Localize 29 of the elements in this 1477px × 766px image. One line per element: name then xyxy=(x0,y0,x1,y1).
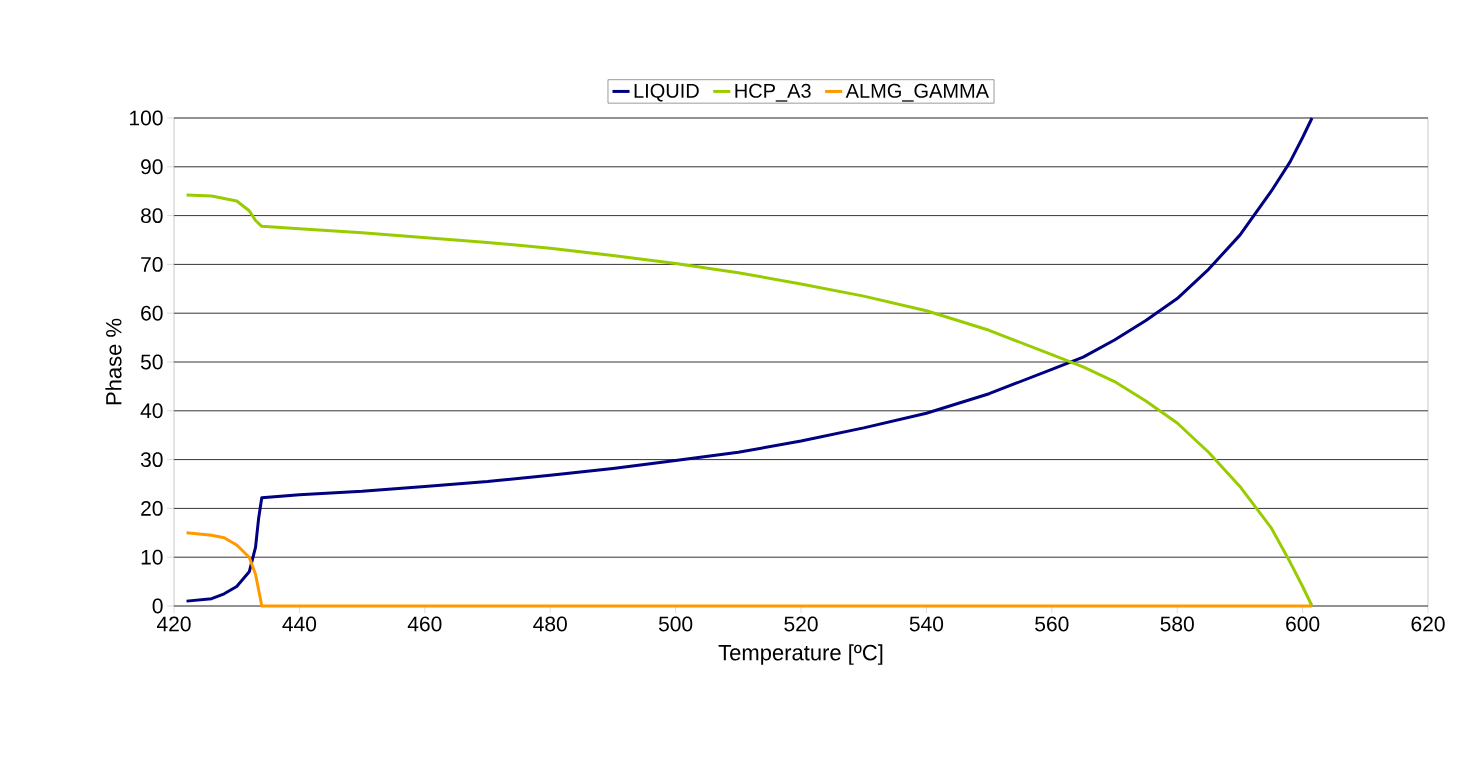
y-tick-label: 40 xyxy=(140,403,163,419)
y-tick-label: 80 xyxy=(141,208,163,224)
x-tick-label: 460 xyxy=(407,616,442,632)
y-tick-label: 10 xyxy=(141,549,163,565)
x-tick-label: 580 xyxy=(1160,616,1194,632)
y-tick-label: 90 xyxy=(141,159,163,175)
x-tick-label: 480 xyxy=(533,616,567,632)
x-tick-label: 440 xyxy=(282,616,317,632)
legend-label: HCP_A3 xyxy=(735,83,811,102)
line-series xyxy=(185,531,1314,608)
y-tick-label: 30 xyxy=(140,452,163,468)
y-tick-label: 20 xyxy=(141,500,163,516)
y-tick-label: 50 xyxy=(140,354,163,370)
x-tick-label: 420 xyxy=(156,616,191,632)
x-tick-label: 520 xyxy=(784,616,818,632)
x-tick-label: 500 xyxy=(658,616,693,632)
x-axis-title: Temperature [ºC] xyxy=(718,644,883,665)
y-tick-label: 100 xyxy=(130,110,163,126)
x-tick-label: 620 xyxy=(1411,616,1445,632)
x-tick-label: 560 xyxy=(1035,616,1069,632)
x-tick-label: 540 xyxy=(909,616,944,632)
y-tick-label: 0 xyxy=(152,598,163,614)
line-series xyxy=(185,116,1314,603)
legend-label: ALMG_GAMMA xyxy=(845,83,989,102)
x-tick-label: 600 xyxy=(1286,616,1320,632)
y-axis-title: Phase % xyxy=(105,318,122,405)
y-tick-label: 60 xyxy=(141,305,163,321)
legend-label: LIQUID xyxy=(634,83,699,102)
y-tick-label: 70 xyxy=(141,256,163,272)
